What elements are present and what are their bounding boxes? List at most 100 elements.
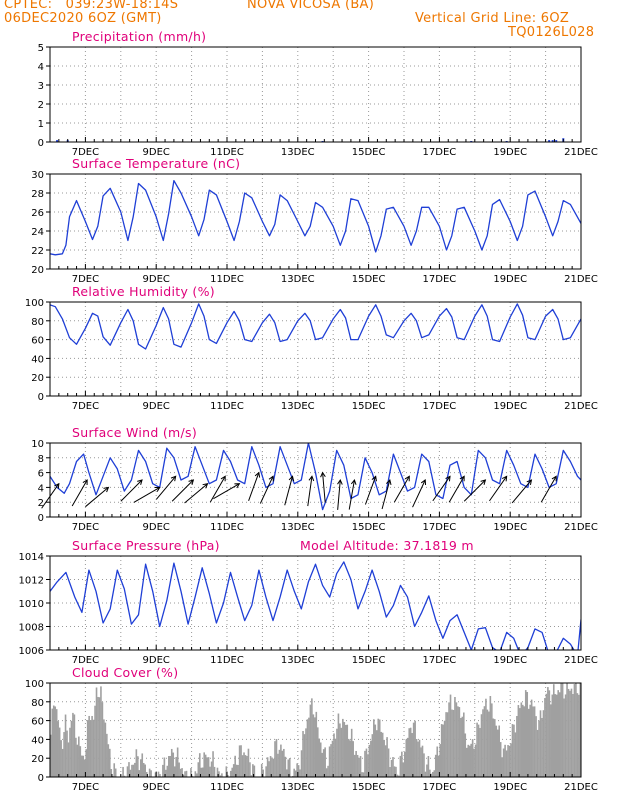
x-tick-label: 21DEC: [564, 782, 598, 793]
y-tick-label: 8: [38, 454, 44, 465]
cloud-bar: [548, 690, 551, 777]
cloud-bar: [114, 768, 117, 777]
cloud-bar: [424, 771, 427, 777]
y-tick-label: 1014: [19, 552, 44, 563]
cloud-bar: [297, 765, 300, 777]
cloud-bar: [247, 748, 250, 777]
cloud-bar: [72, 712, 74, 777]
y-tick-label: 1006: [19, 646, 44, 657]
panel-frame: [49, 442, 582, 518]
cloud-bar: [122, 766, 124, 777]
cloud-bar: [64, 714, 67, 777]
x-tick-label: 7DEC: [72, 147, 99, 158]
wind-arrow-head: [404, 475, 410, 482]
cloud-bar: [492, 718, 495, 777]
cloud-bar: [519, 708, 521, 777]
wind-arrow-head: [268, 475, 274, 482]
x-tick-label: 11DEC: [210, 782, 244, 793]
cloud-bar: [132, 764, 135, 777]
cloud-bar: [463, 712, 465, 777]
header-grid-note: Vertical Grid Line: 6OZ: [415, 11, 570, 26]
cloud-bar: [58, 727, 61, 777]
cloud-bar: [465, 747, 468, 777]
x-tick-label: 15DEC: [352, 274, 386, 285]
wind-arrow: [184, 483, 208, 504]
cloud-bar: [243, 752, 245, 777]
y-tick-label: 40: [31, 735, 44, 746]
x-tick-label: 21DEC: [564, 401, 598, 412]
cloud-bar: [442, 724, 444, 777]
x-tick-label: 15DEC: [352, 147, 386, 158]
cloud-bar: [471, 739, 474, 777]
cloud-bar: [293, 768, 295, 777]
cloud-bar: [550, 704, 552, 777]
cloud-bar: [328, 746, 331, 777]
cloud-bar: [368, 744, 371, 777]
cloud-bar: [172, 752, 175, 777]
cloud-bar: [278, 749, 281, 777]
cloud-bar: [322, 749, 325, 777]
wind-arrow-head: [154, 486, 161, 492]
x-tick-label: 11DEC: [210, 655, 244, 666]
cloud-bar: [128, 762, 130, 777]
cloud-bar: [291, 775, 294, 777]
cloud-bar: [353, 754, 356, 777]
cloud-bar: [94, 705, 96, 777]
panel-title: Cloud Cover (%): [72, 665, 178, 680]
cloud-bar: [89, 720, 92, 777]
cloud-bar: [330, 744, 332, 777]
cloud-bar: [499, 742, 502, 777]
y-tick-label: 100: [25, 298, 44, 309]
cloud-bar: [502, 748, 505, 777]
cloud-bar: [533, 706, 536, 777]
cloud-bar: [229, 770, 232, 777]
cloud-bar: [175, 756, 177, 777]
cloud-bar: [80, 755, 83, 777]
cloud-bar: [78, 736, 80, 777]
cloud-bar: [356, 754, 359, 777]
cloud-bar: [412, 722, 415, 777]
cloud-bar: [575, 683, 577, 777]
cloud-bar: [123, 775, 126, 777]
wind-arrow-head: [480, 479, 487, 485]
cloud-bar: [340, 727, 343, 777]
wind-arrow: [489, 476, 508, 502]
cloud-bar: [269, 756, 272, 777]
cloud-bar: [555, 694, 558, 777]
cloud-bar: [367, 754, 369, 777]
cloud-bar: [82, 755, 85, 777]
wind-arrow-head: [54, 482, 60, 489]
cloud-bar: [54, 706, 57, 777]
wind-arrow: [156, 475, 177, 500]
cloud-bar: [148, 768, 151, 777]
cloud-bar: [157, 771, 160, 777]
x-tick-label: 13DEC: [281, 147, 315, 158]
x-tick-label: 9DEC: [143, 274, 170, 285]
cloud-bar: [316, 727, 319, 777]
x-tick-label: 13DEC: [281, 782, 315, 793]
cloud-bar: [252, 764, 254, 777]
cloud-bar: [561, 683, 564, 777]
cloud-bar: [421, 745, 424, 777]
cloud-bar: [501, 757, 503, 777]
cloud-bar: [135, 749, 138, 777]
cloud-bar: [496, 729, 499, 777]
cloud-bar: [129, 769, 132, 777]
wind-arrow: [412, 479, 426, 508]
cloud-bar: [126, 766, 129, 777]
wind-arrow: [209, 476, 226, 503]
wind-arrow: [364, 476, 377, 505]
cloud-bar: [570, 688, 573, 777]
cloud-bar: [275, 739, 278, 777]
y-tick-label: 0: [38, 138, 44, 149]
cloud-bar: [409, 727, 412, 777]
y-tick-label: 3: [38, 81, 44, 92]
cloud-bar: [377, 718, 380, 777]
cloud-bar: [343, 722, 346, 777]
cloud-bar: [474, 744, 477, 777]
cloud-bar: [517, 705, 520, 777]
plot-area: [50, 303, 581, 350]
series-line-0: [50, 561, 581, 650]
cloud-bar: [564, 694, 567, 777]
cloud-bar: [271, 757, 273, 777]
